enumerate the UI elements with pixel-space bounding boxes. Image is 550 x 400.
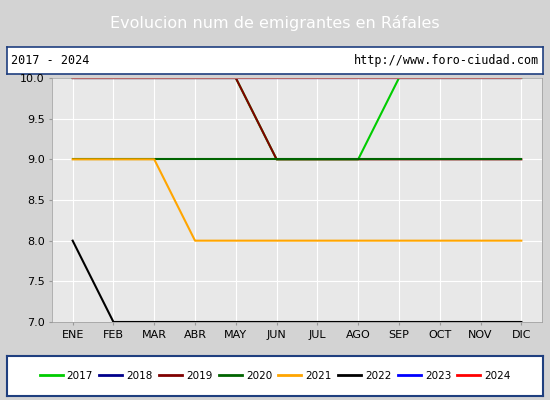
- Text: 2017 - 2024: 2017 - 2024: [12, 54, 90, 67]
- Text: Evolucion num de emigrantes en Ráfales: Evolucion num de emigrantes en Ráfales: [110, 15, 440, 31]
- Text: http://www.foro-ciudad.com: http://www.foro-ciudad.com: [354, 54, 539, 67]
- Legend: 2017, 2018, 2019, 2020, 2021, 2022, 2023, 2024: 2017, 2018, 2019, 2020, 2021, 2022, 2023…: [35, 367, 515, 385]
